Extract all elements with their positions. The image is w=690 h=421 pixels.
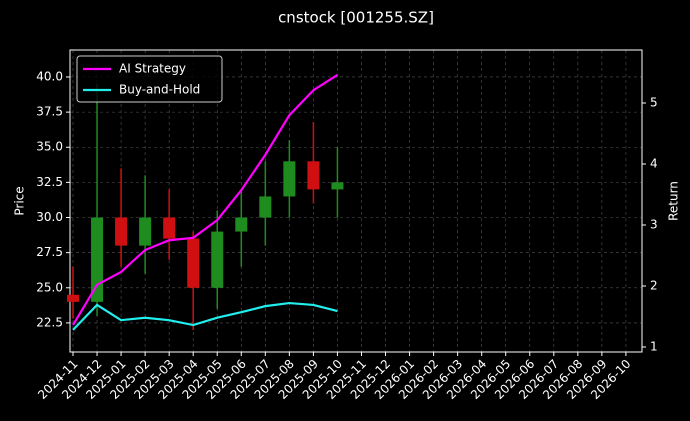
y-tick-label: 40.0 (36, 69, 63, 83)
y2-tick-label: 5 (650, 96, 658, 110)
candle-body (115, 217, 128, 246)
plot-frame (69, 49, 643, 353)
y-tick-label: 25.0 (36, 280, 63, 294)
candle-body (235, 217, 248, 232)
y-tick-label: 32.5 (36, 175, 63, 189)
y2-tick-label: 3 (650, 218, 658, 232)
y2-tick-label: 1 (650, 339, 658, 353)
y-tick-label: 35.0 (36, 140, 63, 154)
y-tick-label: 37.5 (36, 105, 63, 119)
legend-box (76, 55, 223, 103)
candle-body (259, 196, 272, 218)
y-tick-label: 27.5 (36, 245, 63, 259)
candle-body (331, 182, 344, 190)
legend-label: Buy-and-Hold (119, 83, 200, 97)
return-line (72, 74, 339, 326)
legend-label: AI Strategy (119, 62, 186, 76)
candle-body (163, 217, 176, 239)
chart-title: cnstock [001255.SZ] (278, 9, 434, 27)
y-tick-label: 22.5 (36, 315, 63, 329)
candle-body (91, 217, 104, 302)
candle-body (139, 217, 152, 246)
candle-body (67, 294, 79, 302)
candle-body (187, 238, 200, 288)
candle-body (211, 231, 224, 288)
candle-body (307, 161, 320, 190)
y2-tick-label: 4 (650, 157, 658, 171)
y-axis-label: Price (13, 186, 27, 215)
candle-body (283, 161, 296, 197)
y2-tick-label: 2 (650, 279, 658, 293)
y-tick-label: 30.0 (36, 210, 63, 224)
return-line (72, 301, 338, 331)
y2-axis-label: Return (667, 181, 681, 221)
